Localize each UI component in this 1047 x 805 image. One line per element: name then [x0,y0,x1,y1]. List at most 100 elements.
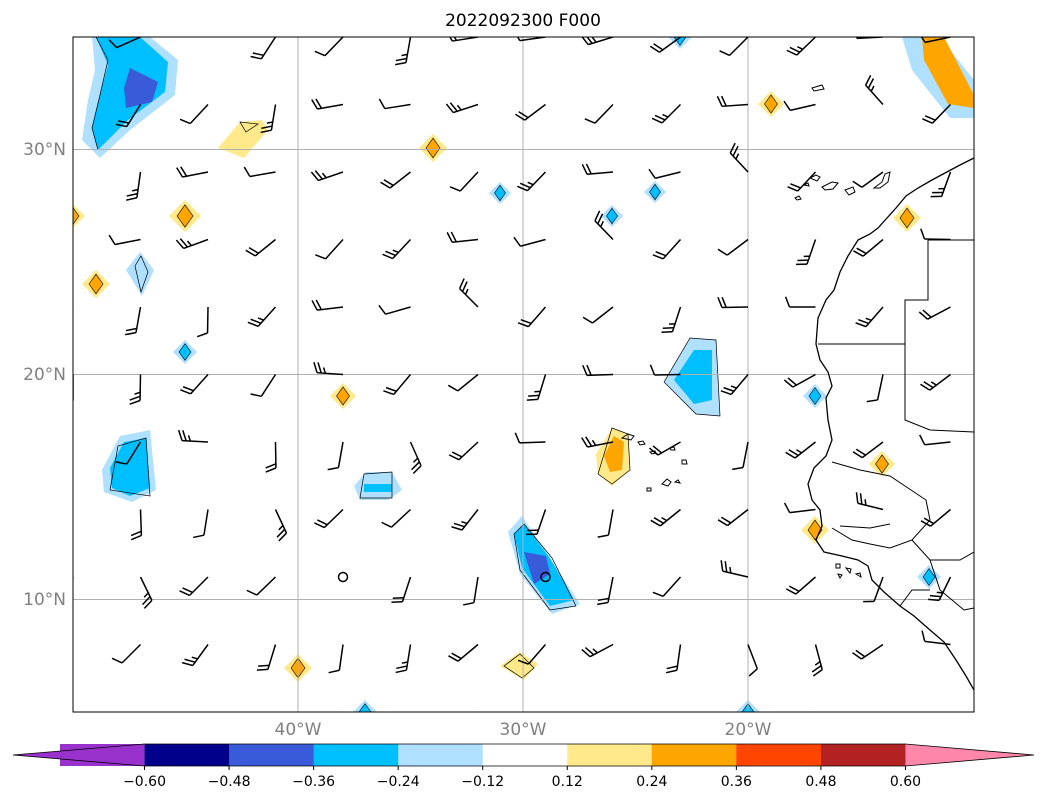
wind-barb [125,171,142,201]
wind-barb [719,37,749,57]
contour-line [494,184,506,202]
wind-barb [395,644,412,674]
wind-barb [852,171,884,188]
wind-barb [314,508,344,529]
contour-line [597,427,631,485]
contour-line [764,94,778,114]
wind-barb [747,644,759,677]
wind-barb [920,37,951,44]
wind-barb [787,171,817,192]
contour-region [604,436,624,472]
colorbar-segment [229,744,315,766]
wind-barb [446,231,479,243]
wind-barb [581,163,614,176]
contour-line [922,568,936,586]
colorbar-tick-label: 0.12 [552,774,583,790]
canary-islands [794,171,891,201]
wind-barb [73,172,74,174]
wind-barb [717,296,749,309]
colorbar: −0.60 −0.48 −0.36 −0.24 −0.12 0.12 0.24 0.36 0.4… [12,743,1035,790]
contour-line [663,337,721,417]
longitude-labels: 40°W 30°W 20°W [275,720,772,740]
wind-barb [207,711,208,712]
calm-wind-circle [337,571,349,583]
wind-barb [814,711,816,712]
contour-line [649,183,661,201]
wind-barb [315,238,344,260]
latitude-labels: 30°N 20°N 10°N [23,140,66,610]
wind-barb [785,576,816,595]
wind-barb [517,171,547,192]
wind-barb [445,102,479,114]
wind-barb [314,37,344,57]
wind-barb [920,228,951,241]
wind-barb [260,104,277,134]
contour-line [73,207,80,225]
wind-barb [129,374,142,405]
wind-barb [526,509,547,536]
wind-barb [108,234,141,246]
wind-barb [882,711,883,712]
wind-barb [378,304,411,315]
wind-barb [866,374,884,403]
colorbar-segment [820,744,906,766]
wind-barb [783,373,816,388]
wind-barb [311,299,344,311]
wind-barb [247,306,277,328]
wind-barb [717,508,749,527]
wind-barb [581,436,614,448]
wind-barb [391,576,412,604]
wind-barb [409,711,411,712]
wind-barb [526,374,547,401]
contour-line [875,454,889,474]
wind-barb [130,509,143,541]
contour-line [176,204,194,228]
wind-barb [447,373,479,392]
colorbar-tick-label: −0.60 [123,774,166,790]
wind-barb [922,103,952,124]
wind-barb [918,306,951,320]
wind-barb [652,238,682,260]
wind-barb [811,644,823,677]
wind-barb [47,712,73,733]
wind-barb [853,238,884,257]
bijagos-islands [835,563,862,579]
contour-region [524,552,550,584]
wind-barb [783,502,816,514]
colorbar-tick-label: 0.36 [721,774,752,790]
wind-barb [732,441,749,471]
wind-barb [716,95,749,108]
wind-barb [381,508,412,528]
wind-barb [245,238,276,257]
wind-barb [448,643,479,662]
colorbar-segment [144,744,230,766]
colorbar-segment [313,744,399,766]
wind-barb [921,630,951,646]
wind-barb [720,374,749,396]
contour-line [91,37,109,151]
wind-barb [928,576,952,602]
contour-line [134,255,149,294]
wind-barb [516,37,546,42]
wind-barb [919,434,951,446]
wind-barb [177,429,209,443]
wind-barb [449,171,479,192]
colorbar-segment [482,744,568,766]
colorbar-tick-label: −0.48 [208,774,251,790]
contour-region [922,37,974,108]
wind-barb [515,103,546,121]
wind-barb [175,238,209,250]
wind-barb [111,643,142,664]
wind-barb [196,306,209,338]
wind-barb [517,306,547,328]
wind-barb [73,239,74,241]
contour-region [364,484,392,492]
wind-barb [378,98,411,110]
colorbar-tick-label: −0.36 [292,774,335,790]
wind-barb [115,441,142,465]
madeira-islands [811,84,825,92]
contour-line [178,343,192,361]
wind-barb [651,103,682,124]
wind-barb [73,103,74,105]
wind-barb [125,306,142,336]
